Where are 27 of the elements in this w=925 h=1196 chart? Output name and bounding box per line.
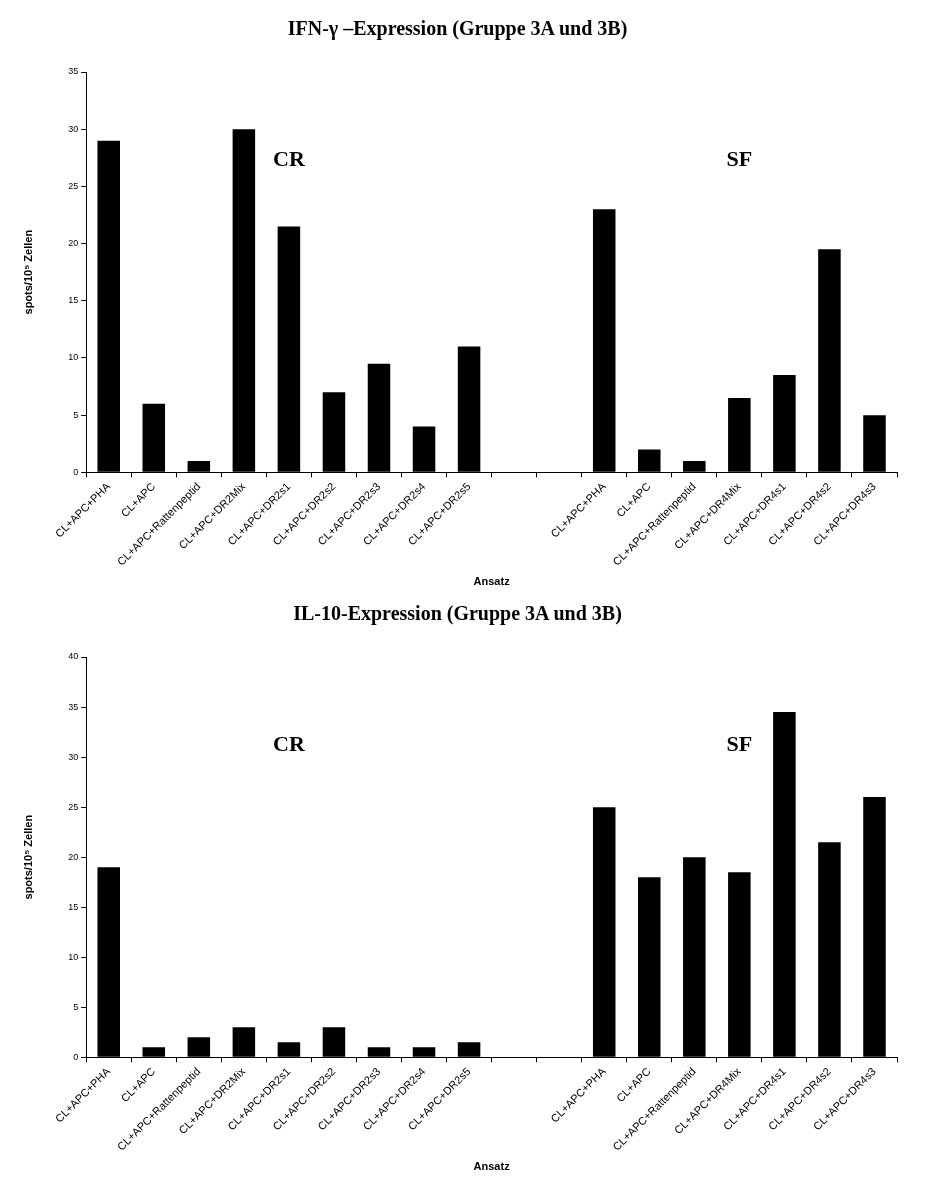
annotation: SF xyxy=(726,145,753,171)
y-tick-label: 20 xyxy=(68,238,79,249)
y-tick-label: 10 xyxy=(68,352,79,363)
chart-title: IL-10-Expression (Gruppe 3A und 3B) xyxy=(293,602,622,626)
y-tick-label: 5 xyxy=(73,409,79,420)
y-tick-label: 5 xyxy=(73,1001,79,1012)
y-axis-title: spots/10⁵ Zellen xyxy=(21,814,34,900)
y-tick-label: 10 xyxy=(68,951,79,962)
chart-title: IFN-γ –Expression (Gruppe 3A und 3B) xyxy=(287,17,628,41)
y-tick-label: 25 xyxy=(68,180,79,191)
y-tick-label: 20 xyxy=(68,851,79,862)
y-tick-label: 35 xyxy=(68,66,79,77)
x-axis-title: Ansatz xyxy=(473,575,511,588)
y-tick-label: 15 xyxy=(68,295,79,306)
y-tick-label: 0 xyxy=(73,466,79,477)
y-tick-label: 30 xyxy=(68,751,79,762)
y-tick-label: 40 xyxy=(68,651,79,662)
annotation: SF xyxy=(726,730,753,756)
x-axis-title: Ansatz xyxy=(473,1160,511,1173)
annotation: CR xyxy=(273,145,306,171)
annotation: CR xyxy=(273,730,306,756)
y-tick-label: 15 xyxy=(68,901,79,912)
y-tick-label: 0 xyxy=(73,1051,79,1062)
y-tick-label: 30 xyxy=(68,123,79,134)
y-tick-label: 35 xyxy=(68,701,79,712)
y-tick-label: 25 xyxy=(68,801,79,812)
y-axis-title: spots/10⁵ Zellen xyxy=(21,229,34,315)
